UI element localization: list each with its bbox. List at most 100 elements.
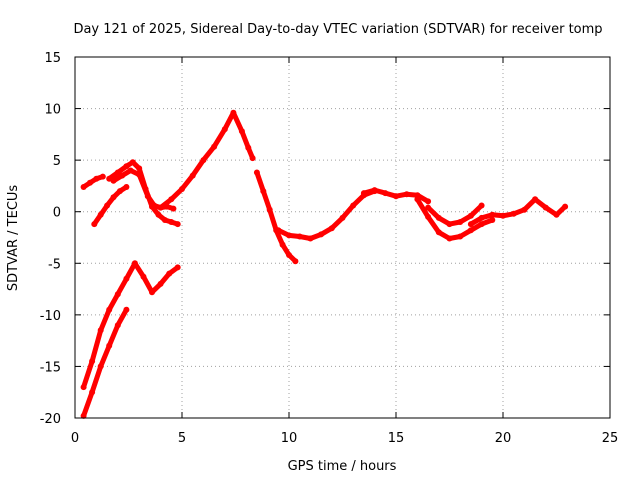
x-tick-label: 25 xyxy=(602,431,619,446)
series-early-upper-a xyxy=(81,174,106,190)
y-tick-label: -15 xyxy=(40,360,61,375)
data-point xyxy=(318,231,325,238)
data-point xyxy=(114,291,121,298)
data-point xyxy=(123,163,130,170)
plot-frame xyxy=(74,56,611,419)
data-point xyxy=(155,211,162,218)
data-point xyxy=(80,384,87,391)
data-point xyxy=(131,260,138,267)
y-axis-label: SDTVAR / TECUs xyxy=(6,185,21,292)
data-point xyxy=(110,194,117,201)
data-point xyxy=(168,196,175,203)
y-tick-label: 15 xyxy=(44,51,61,66)
data-point xyxy=(110,177,117,184)
y-tick-label: -5 xyxy=(48,257,61,272)
data-point xyxy=(221,126,228,133)
data-point xyxy=(149,289,155,296)
data-point xyxy=(116,188,123,195)
data-point xyxy=(260,188,267,195)
data-point xyxy=(414,196,421,203)
data-point xyxy=(457,219,464,225)
data-point xyxy=(97,211,104,218)
data-point xyxy=(307,235,314,242)
data-point xyxy=(249,155,256,162)
data-point xyxy=(500,212,506,219)
data-point xyxy=(91,221,98,228)
data-point xyxy=(393,193,399,200)
data-point xyxy=(489,211,496,218)
data-point xyxy=(467,212,474,219)
data-point xyxy=(339,214,346,221)
data-point xyxy=(114,169,121,176)
data-point xyxy=(425,213,432,220)
data-point xyxy=(446,221,453,228)
y-tick-label: 5 xyxy=(53,154,61,169)
data-point xyxy=(414,192,421,199)
data-point xyxy=(136,165,143,172)
data-point xyxy=(174,264,181,271)
data-point xyxy=(89,389,96,396)
data-point xyxy=(275,227,282,234)
data-point xyxy=(123,306,130,313)
data-point xyxy=(478,214,485,221)
data-point xyxy=(97,363,104,370)
data-point xyxy=(119,172,126,179)
series-valley xyxy=(275,188,378,241)
data-point xyxy=(230,109,237,116)
data-point xyxy=(425,198,432,205)
data-point xyxy=(553,211,560,218)
data-point xyxy=(106,306,113,313)
data-point xyxy=(104,202,111,209)
data-point xyxy=(151,202,158,209)
data-point xyxy=(89,358,96,365)
data-point xyxy=(129,159,136,166)
data-point xyxy=(80,184,87,190)
x-tick-label: 10 xyxy=(281,431,298,446)
data-point xyxy=(174,221,181,228)
series-rise-to-peak xyxy=(158,110,256,211)
data-point xyxy=(457,233,464,240)
data-point xyxy=(136,171,143,178)
x-tick-label: 0 xyxy=(71,431,79,446)
data-point xyxy=(123,184,130,190)
data-point xyxy=(189,172,196,179)
data-point xyxy=(127,167,134,174)
data-point xyxy=(510,210,517,217)
y-tick-label: 0 xyxy=(53,206,61,221)
data-point xyxy=(168,219,175,225)
data-point xyxy=(292,258,299,265)
data-point xyxy=(296,233,303,240)
x-tick-label: 5 xyxy=(178,431,186,446)
grid xyxy=(75,57,610,418)
ticks: 0 5 10 15 20 25 -20 -15 -10 -5 0 5 10 15 xyxy=(40,51,619,446)
data-point xyxy=(80,412,87,419)
data-point xyxy=(200,157,207,164)
data-point xyxy=(446,235,453,242)
data-point xyxy=(425,204,432,211)
data-point xyxy=(211,143,218,150)
series-descent xyxy=(254,170,298,264)
data-point xyxy=(360,190,367,197)
data-point xyxy=(157,280,164,287)
series-layer xyxy=(80,109,569,419)
data-point xyxy=(253,169,260,176)
data-point xyxy=(286,252,292,258)
data-point xyxy=(144,193,151,200)
data-point xyxy=(99,173,106,180)
data-point xyxy=(157,204,164,211)
data-point xyxy=(279,241,286,248)
data-point xyxy=(542,204,549,211)
x-axis-label: GPS time / hours xyxy=(288,459,397,474)
series-tail xyxy=(468,196,568,227)
x-tick-label: 15 xyxy=(388,431,405,446)
data-point xyxy=(266,206,273,213)
data-point xyxy=(123,275,130,282)
data-point xyxy=(382,190,389,197)
data-point xyxy=(87,179,93,186)
x-tick-label: 20 xyxy=(495,431,512,446)
data-point xyxy=(161,217,168,223)
y-tick-label: -20 xyxy=(40,412,61,427)
y-tick-label: 10 xyxy=(44,103,61,118)
data-point xyxy=(350,202,357,209)
